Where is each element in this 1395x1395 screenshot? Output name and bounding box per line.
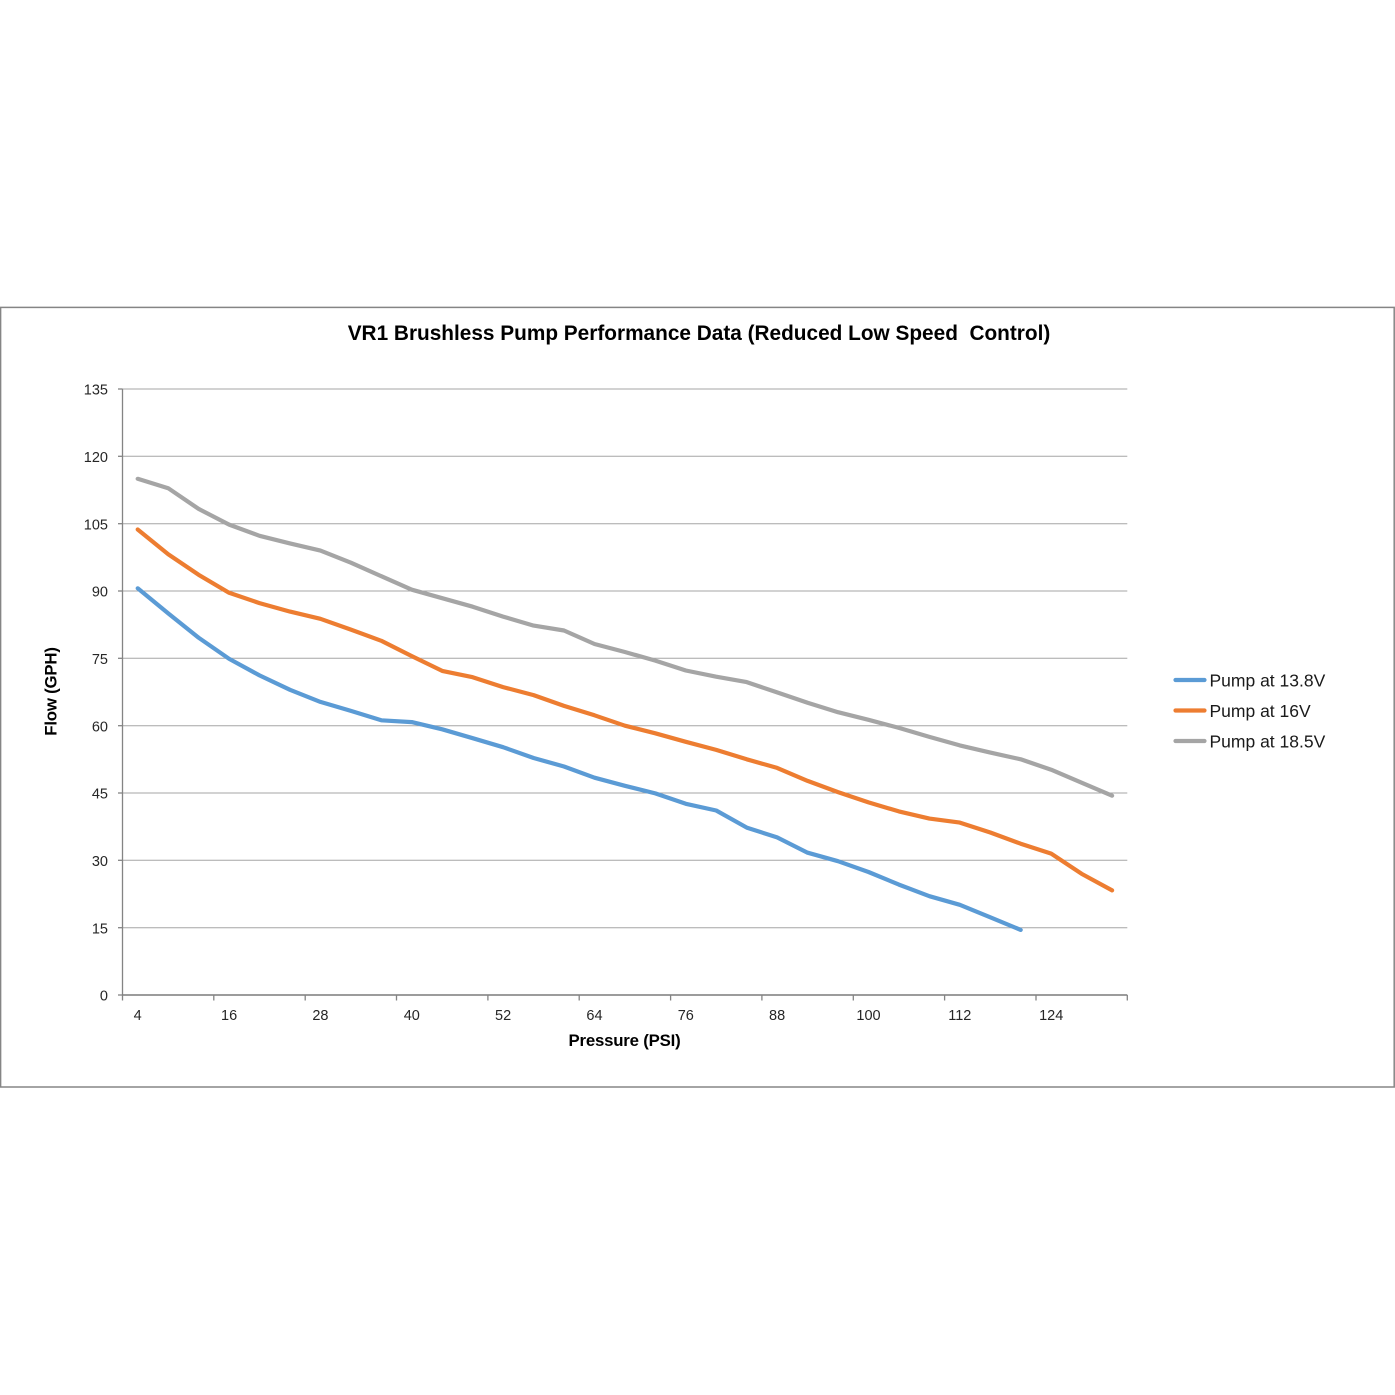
- svg-text:88: 88: [769, 1008, 785, 1024]
- svg-text:4: 4: [134, 1008, 142, 1024]
- svg-text:0: 0: [100, 989, 108, 1005]
- svg-text:Pump at 13.8V: Pump at 13.8V: [1210, 671, 1326, 691]
- svg-text:30: 30: [92, 854, 108, 870]
- svg-text:112: 112: [948, 1008, 971, 1024]
- svg-text:Pump at 18.5V: Pump at 18.5V: [1210, 732, 1326, 752]
- svg-text:45: 45: [92, 787, 108, 803]
- svg-text:Flow (GPH): Flow (GPH): [42, 647, 61, 735]
- svg-text:90: 90: [92, 585, 108, 601]
- svg-text:135: 135: [84, 383, 108, 399]
- svg-text:124: 124: [1039, 1008, 1063, 1024]
- svg-text:52: 52: [495, 1008, 511, 1024]
- svg-text:105: 105: [84, 517, 108, 533]
- svg-text:60: 60: [92, 719, 108, 735]
- svg-text:120: 120: [84, 450, 108, 466]
- svg-text:15: 15: [92, 921, 108, 937]
- svg-text:64: 64: [586, 1008, 602, 1024]
- svg-text:28: 28: [312, 1008, 328, 1024]
- svg-text:40: 40: [404, 1008, 420, 1024]
- svg-text:76: 76: [678, 1008, 694, 1024]
- svg-text:Pressure (PSI): Pressure (PSI): [569, 1031, 681, 1050]
- svg-text:16: 16: [221, 1008, 237, 1024]
- svg-text:Pump at 16V: Pump at 16V: [1210, 701, 1311, 721]
- svg-text:100: 100: [856, 1008, 880, 1024]
- svg-text:VR1 Brushless Pump Performance: VR1 Brushless Pump Performance Data (Red…: [348, 322, 1051, 345]
- svg-text:75: 75: [92, 652, 108, 668]
